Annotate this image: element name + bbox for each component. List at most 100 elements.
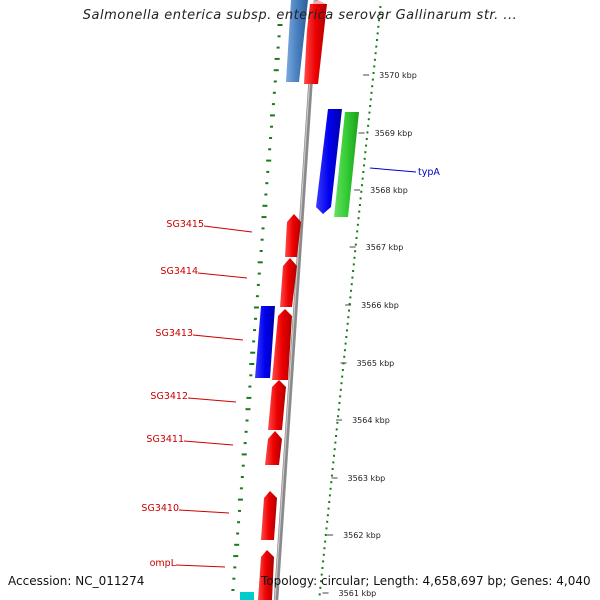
gc-dot	[360, 184, 363, 187]
gc-dot	[262, 204, 268, 207]
gc-dot	[365, 144, 368, 147]
gc-dot	[325, 527, 328, 530]
gc-dot	[326, 514, 329, 517]
gene-leader-line	[192, 334, 244, 341]
gc-dot	[354, 243, 357, 246]
gc-dot	[328, 494, 331, 497]
gc-dot	[356, 223, 359, 226]
gc-dot	[237, 521, 241, 524]
gc-dot	[271, 103, 275, 106]
gene-sg3412	[268, 380, 286, 430]
gene-label-typa: typA	[418, 167, 440, 178]
gene-leader-line	[203, 225, 253, 233]
gc-dot	[373, 58, 376, 61]
gc-dot	[360, 190, 363, 193]
gc-dot	[365, 138, 368, 140]
gc-dot	[274, 57, 280, 60]
gene-label-ompl: ompL	[150, 558, 177, 569]
gc-dot	[236, 532, 240, 535]
gene-leader-line	[175, 564, 226, 568]
gc-dot	[358, 210, 361, 213]
gene-sg3413	[272, 309, 292, 380]
gc-dot	[368, 111, 371, 114]
gc-dot	[323, 547, 326, 550]
gene-sg3411	[265, 431, 282, 465]
gc-dot	[364, 151, 367, 154]
gc-dot	[249, 374, 253, 377]
gc-dot	[253, 329, 257, 332]
gc-dot	[333, 454, 336, 457]
gene-leader-line	[369, 167, 417, 173]
gene-sg3410	[261, 491, 277, 540]
kbp-label: 3570 kbp	[379, 71, 417, 80]
gc-dot	[337, 408, 340, 411]
gene-label-sg3412: SG3412	[150, 391, 188, 402]
gc-dot	[379, 6, 382, 8]
gc-dot	[245, 408, 251, 411]
gene-leader-line	[187, 397, 237, 403]
gc-dot	[277, 24, 283, 26]
gc-dot	[330, 481, 333, 484]
gc-dot	[361, 177, 364, 180]
gc-dot	[231, 589, 235, 591]
gc-dot	[243, 442, 247, 445]
gc-dot	[335, 435, 338, 437]
gc-dot	[358, 204, 361, 206]
gc-dot	[331, 468, 334, 470]
kbp-label: 3568 kbp	[370, 186, 408, 195]
gc-dot	[355, 237, 358, 239]
gene-cyan-bottom	[240, 592, 254, 600]
gc-dot	[269, 114, 275, 117]
kbp-label: 3564 kbp	[352, 416, 390, 425]
gc-dot	[363, 164, 366, 167]
gc-dot	[252, 340, 256, 343]
gc-dot	[374, 52, 377, 55]
gene-steelblue-top	[286, 0, 308, 82]
gene-green-typA	[334, 112, 359, 217]
gc-dot	[266, 159, 272, 162]
gc-dot	[238, 509, 242, 512]
gc-dot	[334, 441, 337, 444]
gc-dot	[338, 402, 341, 404]
gc-dot	[348, 309, 351, 312]
gc-dot	[337, 415, 340, 418]
gc-dot	[366, 131, 369, 134]
gc-dot	[328, 501, 331, 503]
gc-dot	[372, 72, 375, 74]
gc-dot	[321, 567, 324, 569]
kbp-scale: 3570 kbp 3569 kbp 3568 kbp 3567 kbp 3566 kbp…	[322, 71, 417, 598]
gc-dot	[353, 256, 356, 259]
gc-dot	[378, 12, 381, 15]
gc-dot	[268, 148, 272, 151]
accession-label: Accession: NC_011274	[8, 574, 145, 588]
gc-dot	[259, 250, 263, 252]
organism-title: Salmonella enterica subsp. enterica sero…	[82, 8, 518, 23]
gene-leader-line	[183, 440, 234, 446]
gc-dot	[233, 566, 237, 569]
gc-dot	[249, 363, 255, 365]
gc-dot	[320, 580, 323, 583]
gc-dot	[253, 306, 259, 309]
kbp-label: 3569 kbp	[375, 129, 413, 138]
gc-dot	[343, 355, 346, 358]
gc-track-outer	[318, 6, 382, 596]
gc-dot	[324, 534, 327, 536]
gc-dot	[376, 32, 379, 35]
gc-dot	[339, 395, 342, 398]
gc-dot	[245, 419, 249, 422]
gene-label-sg3413: SG3413	[155, 328, 193, 339]
gc-dot	[241, 464, 245, 467]
gc-dot	[241, 453, 247, 456]
gc-dot	[335, 428, 338, 431]
gene-label-sg3411: SG3411	[146, 434, 184, 445]
gene-red-top-cap	[312, 0, 326, 4]
gc-dot	[330, 474, 333, 477]
gc-dot	[232, 577, 236, 580]
gc-dot	[370, 91, 373, 94]
gc-dot	[347, 316, 350, 319]
gc-dot	[255, 295, 259, 298]
gc-dot	[357, 217, 360, 220]
gc-dot	[322, 560, 325, 563]
gc-track-inner	[231, 24, 283, 591]
